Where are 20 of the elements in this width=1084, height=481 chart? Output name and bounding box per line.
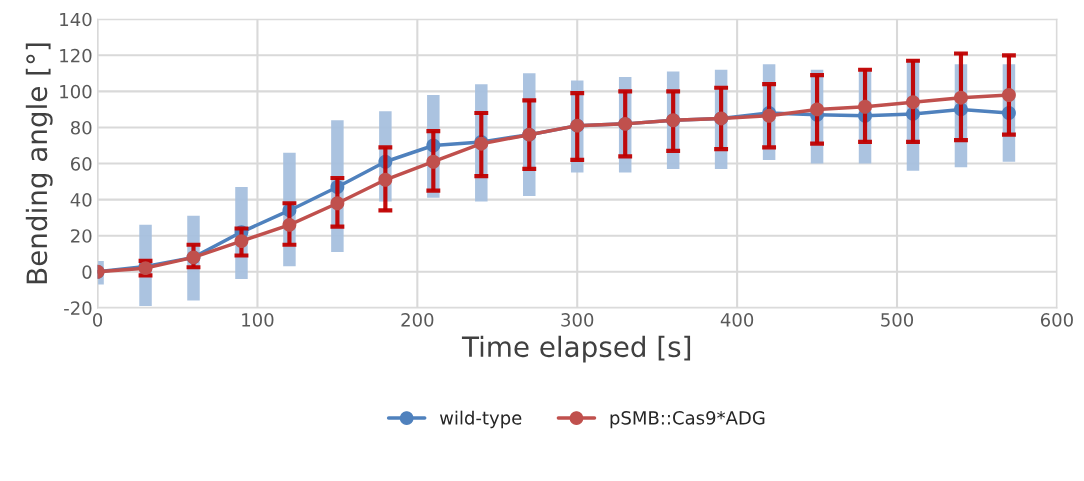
x-tick-label: 100 [242, 313, 274, 327]
y-tick-label: 40 [70, 193, 92, 207]
y-tick-label: 20 [71, 229, 92, 243]
y-tick-label: 140 [60, 12, 92, 27]
x-tick-label: 500 [881, 313, 914, 327]
y-tick-label: -20 [64, 301, 92, 315]
x-tick-label: 200 [401, 313, 434, 327]
y-tick-label: 80 [70, 120, 92, 135]
x-tick-label: 600 [1040, 313, 1073, 327]
legend-label: wild-type [439, 410, 522, 429]
legend-label: pSMB::Cas9*ADG [610, 410, 765, 429]
x-tick-label: 0 [93, 313, 103, 327]
x-tick-label: 400 [720, 313, 754, 327]
y-tick-label: 120 [60, 48, 92, 63]
x-axis-title: Time elapsed [s] [461, 335, 691, 363]
y-tick-label: 0 [82, 265, 92, 279]
y-axis-title: Bending angle [°] [25, 43, 53, 284]
y-tick-label: 100 [60, 84, 92, 99]
y-tick-label: 60 [70, 157, 92, 171]
x-tick-label: 300 [561, 313, 594, 327]
